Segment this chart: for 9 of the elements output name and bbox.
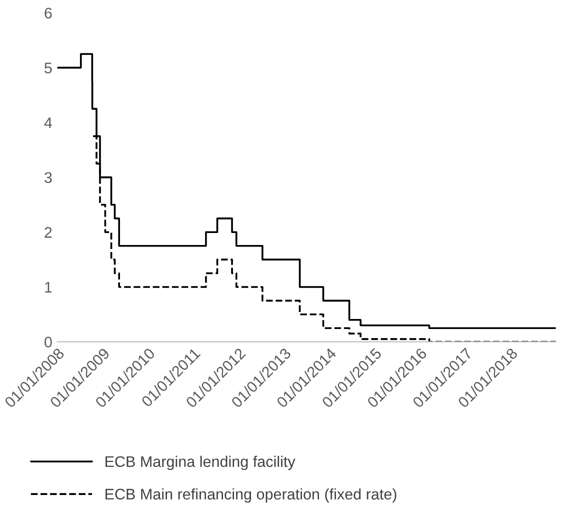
y-tick-label: 5 [44, 62, 52, 74]
legend-label: ECB Margina lending facility [106, 456, 296, 470]
y-tick-label: 1 [45, 282, 52, 293]
y-tick-label: 4 [44, 118, 52, 128]
y-tick-label: 2 [44, 227, 52, 238]
y-tick-label: 3 [44, 172, 52, 184]
y-tick-label: 6 [44, 8, 52, 19]
y-tick-label: 0 [44, 336, 52, 348]
legend-label: ECB Main refinancing operation (fixed rate) [106, 488, 396, 503]
